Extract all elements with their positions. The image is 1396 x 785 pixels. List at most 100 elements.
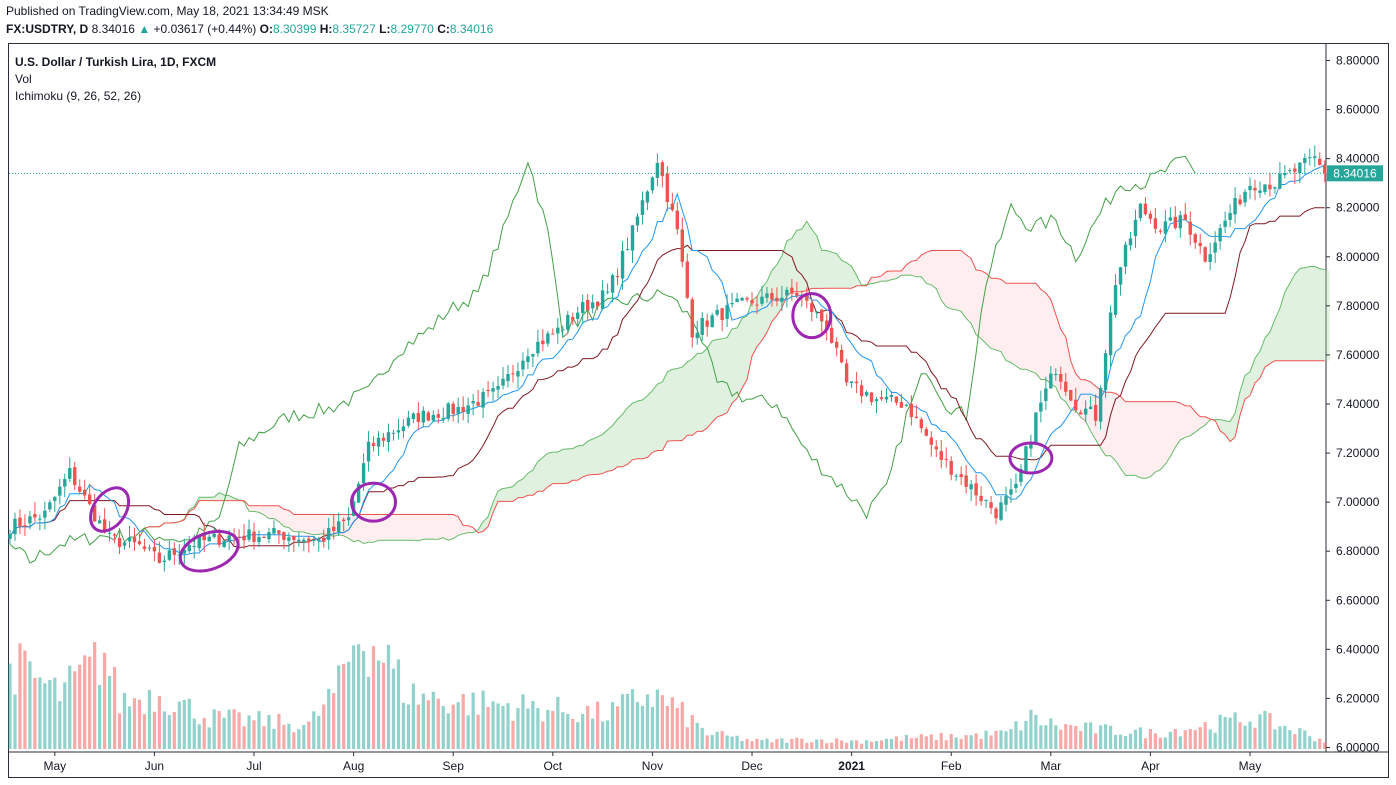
volume-bar <box>78 664 82 749</box>
candle-body <box>1034 412 1038 444</box>
volume-bar <box>1323 742 1327 749</box>
volume-bar <box>864 740 869 749</box>
candle-body <box>740 297 744 301</box>
candle-body <box>825 320 829 330</box>
candle-body <box>650 177 655 191</box>
volume-bar <box>630 689 635 749</box>
candle-body <box>576 312 580 319</box>
candle-body <box>152 547 157 552</box>
volume-bar <box>790 738 794 749</box>
volume-bar <box>700 727 704 749</box>
volume-bar <box>591 718 595 749</box>
candle-body <box>1044 388 1048 401</box>
candle-body <box>112 534 117 536</box>
candle-body <box>28 516 32 524</box>
volume-bar <box>262 726 266 749</box>
candle-body <box>994 508 998 519</box>
cloud-segment <box>886 270 892 282</box>
cloud-segment <box>443 514 449 541</box>
cloud-segment <box>557 449 563 484</box>
cloud-segment <box>677 367 683 441</box>
candle-body <box>780 297 784 302</box>
candle-body <box>48 502 52 510</box>
candle-body <box>820 309 824 322</box>
volume-bar <box>835 738 839 749</box>
high-value: 8.35727 <box>332 22 376 36</box>
volume-bar <box>810 742 814 749</box>
volume-bar <box>501 706 505 749</box>
candle-body <box>401 426 406 432</box>
cloud-segment <box>766 270 772 333</box>
cloud-segment <box>1314 266 1320 361</box>
candle-body <box>147 547 152 549</box>
volume-bar <box>526 708 530 749</box>
cloud-segment <box>1245 371 1251 400</box>
cloud-segment <box>1150 401 1156 477</box>
candle-body <box>979 495 983 502</box>
volume-bar <box>88 656 92 749</box>
volume-bar <box>1308 736 1312 749</box>
cloud-segment <box>308 514 314 535</box>
volume-bar <box>551 710 555 749</box>
x-tick-label: May <box>1239 759 1262 773</box>
cloud-segment <box>463 525 469 534</box>
legend-volume[interactable]: Vol <box>15 72 32 86</box>
volume-bar <box>1084 722 1088 749</box>
candle-body <box>1228 212 1232 220</box>
candle-body <box>859 385 864 397</box>
candle-body <box>327 528 331 540</box>
candle-body <box>262 537 266 539</box>
volume-bar <box>197 724 201 749</box>
volume-bar <box>282 724 286 749</box>
legend-title[interactable]: U.S. Dollar / Turkish Lira, 1D, FXCM <box>15 55 217 69</box>
legend-ichimoku[interactable]: Ichimoku (9, 26, 52, 26) <box>15 89 142 103</box>
open-value: 8.30399 <box>272 22 317 36</box>
candle-body <box>735 298 739 303</box>
cloud-segment <box>966 254 972 324</box>
candle-body <box>561 329 565 331</box>
volume-bar <box>491 701 495 749</box>
volume-bar <box>735 735 739 749</box>
volume-bar <box>416 704 420 749</box>
volume-bar <box>187 698 191 749</box>
volume-bar <box>994 730 998 749</box>
candle-body <box>302 539 306 543</box>
candle-body <box>406 417 411 426</box>
cloud-segment <box>298 514 304 533</box>
cloud-segment <box>776 255 782 316</box>
volume-bar <box>576 722 580 749</box>
candle-body <box>1178 215 1182 229</box>
candle-body <box>117 538 122 547</box>
cloud-segment <box>1165 401 1171 465</box>
volume-bar <box>680 701 684 749</box>
cloud-segment <box>732 327 738 404</box>
chart-frame <box>8 43 1389 778</box>
candle-body <box>157 552 162 563</box>
cloud-segment <box>981 270 987 344</box>
volume-bar <box>13 694 17 749</box>
quote-bar: FX:USDTRY, D 8.34016 ▲ +0.03617 (+0.44%)… <box>6 22 493 36</box>
symbol-label[interactable]: FX:USDTRY, D <box>6 22 89 36</box>
candle-body <box>1168 217 1173 221</box>
cloud-segment <box>991 278 997 350</box>
candle-body <box>879 397 884 400</box>
volume-bar <box>740 741 744 749</box>
candle-body <box>1128 238 1133 246</box>
cloud-segment <box>1030 283 1036 374</box>
volume-bar <box>1069 725 1073 749</box>
volume-bar <box>212 709 216 749</box>
volume-bar <box>760 739 764 749</box>
candle-body <box>1103 353 1108 390</box>
cloud-segment <box>512 481 518 502</box>
candle-body <box>630 225 635 251</box>
volume-bar <box>665 705 669 749</box>
close-value: 8.34016 <box>449 22 494 36</box>
volume-bar <box>1034 714 1038 749</box>
y-tick-label: 8.60000 <box>1336 103 1380 117</box>
volume-bar <box>441 706 445 749</box>
volume-bar <box>461 694 465 749</box>
candle-body <box>844 363 849 383</box>
cloud-segment <box>811 229 817 289</box>
volume-bar <box>451 704 455 749</box>
